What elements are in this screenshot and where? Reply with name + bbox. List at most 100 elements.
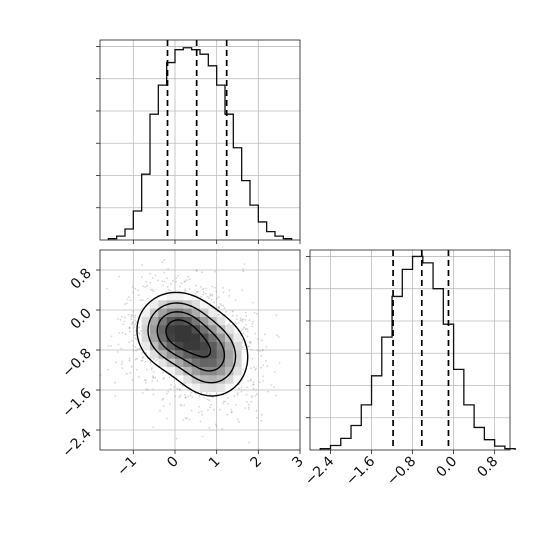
density-cell (175, 350, 184, 359)
density-cell (208, 350, 217, 359)
scatter-point (190, 391, 193, 394)
density-cell (175, 358, 184, 367)
scatter-point (209, 293, 212, 295)
scatter-point (137, 376, 140, 378)
scatter-point (218, 305, 220, 308)
scatter-point (156, 380, 159, 382)
histogram-step-line (107, 47, 293, 240)
scatter-point (142, 356, 144, 358)
scatter-point (161, 280, 164, 282)
scatter-point (239, 317, 242, 320)
scatter-point (252, 387, 255, 390)
scatter-point (162, 284, 165, 287)
scatter-point (208, 427, 211, 429)
density-cell (216, 341, 226, 351)
density-cell (216, 375, 226, 384)
density-cell (183, 341, 192, 351)
scatter-point (130, 316, 133, 318)
scatter-point (250, 349, 252, 351)
scatter-point (166, 392, 168, 395)
density-cell (191, 341, 201, 351)
scatter-point (131, 379, 134, 382)
scatter-point (243, 326, 246, 329)
scatter-point (163, 376, 165, 379)
scatter-point (246, 328, 249, 330)
density-cell (208, 325, 217, 334)
scatter-point (266, 365, 269, 368)
marginal-y-panel: −2.4 −1.6 −0.8 0.0 0.8 (302, 249, 516, 489)
scatter-point (246, 401, 249, 403)
scatter-point (248, 403, 250, 406)
scatter-point (206, 398, 209, 401)
scatter-point (202, 288, 204, 291)
density-cell (233, 366, 242, 376)
scatter-point (114, 394, 117, 397)
scatter-point (110, 344, 112, 347)
density-cell (216, 383, 226, 392)
scatter-point (145, 388, 148, 391)
scatter-point (179, 403, 182, 406)
density-cell (233, 333, 242, 342)
density-cell (191, 383, 201, 392)
contour-level-2 (156, 311, 226, 372)
marginal-y-x-tick-label-1: −1.6 (343, 453, 378, 488)
marginal-y-x-tick-label-2: −0.8 (384, 454, 419, 489)
scatter-point (121, 315, 123, 318)
scatter-point (207, 409, 209, 411)
scatter-point (205, 287, 208, 290)
scatter-point (242, 318, 245, 321)
scatter-point (134, 287, 137, 290)
scatter-point (169, 402, 171, 405)
scatter-point (236, 393, 239, 396)
scatter-point (246, 335, 249, 338)
scatter-point (114, 381, 117, 384)
scatter-point (220, 304, 223, 307)
scatter-point (237, 418, 239, 421)
scatter-point (245, 328, 247, 331)
scatter-point (277, 336, 280, 338)
scatter-point (244, 327, 247, 330)
scatter-point (202, 291, 205, 294)
scatter-point (202, 293, 205, 296)
density-cell (225, 350, 234, 359)
scatter-point (236, 318, 238, 320)
scatter-point (183, 404, 186, 407)
scatter-point (128, 359, 131, 362)
scatter-point (254, 395, 257, 397)
scatter-point (184, 394, 187, 396)
histogram-step-line (319, 255, 516, 450)
density-cell (141, 333, 151, 342)
scatter-point (134, 316, 137, 319)
scatter-point (129, 330, 131, 333)
scatter-point (244, 407, 247, 409)
density-cell (183, 316, 192, 326)
scatter-point (131, 286, 134, 288)
scatter-point (163, 280, 166, 283)
scatter-point (215, 297, 218, 300)
scatter-point (237, 392, 239, 394)
scatter-point (149, 272, 152, 275)
scatter-point (152, 393, 155, 396)
scatter-point (256, 349, 259, 352)
density-cell (158, 316, 167, 326)
scatter-point (134, 323, 136, 326)
scatter-point (199, 286, 202, 288)
density-cell (208, 308, 217, 317)
scatter-point (106, 368, 109, 371)
density-cell (241, 358, 251, 367)
scatter-point (159, 409, 162, 412)
scatter-point (145, 280, 148, 283)
scatter-point (215, 425, 218, 428)
scatter-point (153, 358, 155, 361)
scatter-point (152, 388, 155, 391)
scatter-point (131, 314, 134, 317)
density-cell (158, 350, 167, 359)
scatter-point (215, 423, 217, 426)
density-cell (158, 325, 167, 334)
density-cell (200, 316, 209, 326)
scatter-point (117, 343, 120, 346)
scatter-point (209, 294, 212, 297)
scatter-point (242, 270, 245, 273)
joint-y-tick-label-0: 0.8 (68, 266, 95, 293)
density-cell (208, 375, 217, 384)
